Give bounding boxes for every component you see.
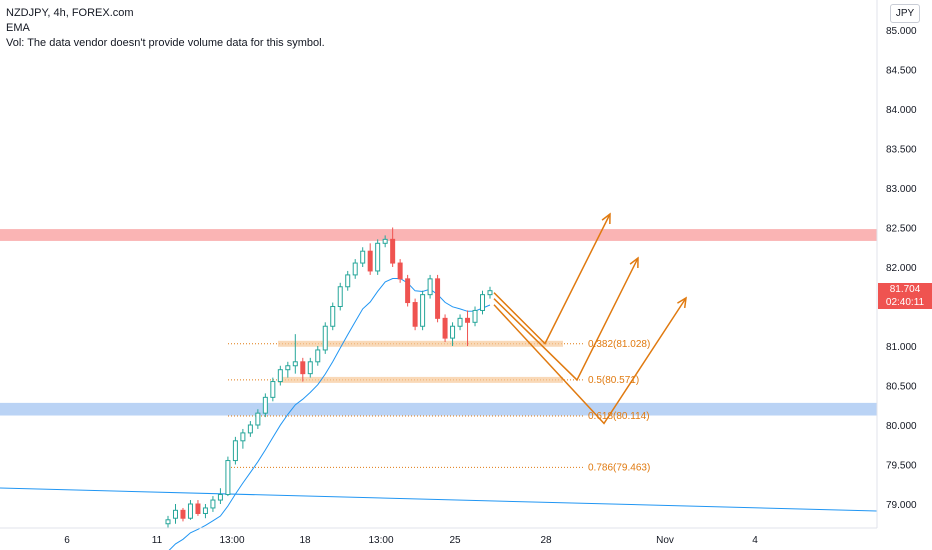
support-zone <box>0 402 877 416</box>
candle-body <box>247 424 253 434</box>
bar-countdown: 02:40:11 <box>885 297 925 308</box>
fib-highlight <box>278 340 563 347</box>
fib-layer: 0.382(81.028) 0.5(80.571) 0.618(80.114) 0.7… <box>228 339 650 473</box>
indicator-name[interactable]: EMA <box>6 22 30 34</box>
candle-body <box>427 278 433 296</box>
time-tick-label: 6 <box>64 535 70 546</box>
price-tick-label: 83.500 <box>886 145 917 156</box>
candle-body <box>382 238 388 244</box>
candle-body <box>255 412 261 426</box>
candle-body <box>352 262 358 276</box>
fib-label: 0.5(80.571) <box>588 375 639 386</box>
resistance-zone <box>0 229 877 241</box>
candle-body <box>187 503 193 519</box>
candle-body <box>202 507 208 514</box>
candle-body <box>405 278 411 304</box>
time-tick-label: 25 <box>449 535 461 546</box>
chart-legend: NZDJPY, 4h, FOREX.com EMA Vol: The data … <box>6 6 325 51</box>
time-tick-label: 13:00 <box>368 535 393 546</box>
projection-arrows-layer <box>493 212 687 425</box>
price-tick-label: 80.500 <box>886 382 917 393</box>
price-tick-label: 81.000 <box>886 342 917 353</box>
candle-body <box>307 361 313 375</box>
candle-body <box>435 278 441 319</box>
candle-body <box>300 361 306 375</box>
candle-body <box>210 499 216 509</box>
candle-body <box>225 460 231 496</box>
price-tick-label: 79.000 <box>886 500 917 511</box>
price-tick-label: 80.000 <box>886 421 917 432</box>
price-tick-label: 85.000 <box>886 26 917 37</box>
candle-body <box>375 242 381 272</box>
candle-body <box>277 369 283 383</box>
fib-label: 0.786(79.463) <box>588 462 650 473</box>
price-tick-label: 79.500 <box>886 461 917 472</box>
volume-note: Vol: The data vendor doesn't provide vol… <box>6 37 325 49</box>
time-axis[interactable]: 6 11 13:00 18 13:00 25 28 Nov 4 <box>64 535 758 546</box>
candle-body <box>360 250 366 264</box>
candle-body <box>292 361 298 367</box>
fib-label: 0.382(81.028) <box>588 339 650 350</box>
time-tick-label: Nov <box>656 535 674 546</box>
candle-body <box>442 317 448 339</box>
candle-body <box>172 509 178 519</box>
symbol-title[interactable]: NZDJPY, 4h, FOREX.com <box>6 7 134 19</box>
currency-button[interactable]: JPY <box>890 4 920 23</box>
candle-body <box>240 432 246 442</box>
candle-body <box>195 503 201 514</box>
price-tick-label: 82.000 <box>886 263 917 274</box>
candle-body <box>465 317 471 323</box>
candle-body <box>412 302 418 327</box>
last-price-value: 81.704 <box>889 284 921 295</box>
candle-body <box>345 274 351 288</box>
trendline <box>0 487 878 512</box>
candle-body <box>262 396 268 414</box>
time-tick-label: 13:00 <box>219 535 244 546</box>
candle-body <box>165 519 171 525</box>
candle-body <box>420 294 426 327</box>
candle-body <box>337 286 343 307</box>
candles-layer <box>165 227 493 528</box>
time-tick-label: 4 <box>752 535 758 546</box>
candle-body <box>217 494 223 501</box>
projection-arrow <box>493 213 611 345</box>
candle-body <box>472 309 478 323</box>
price-tick-label: 83.000 <box>886 184 917 195</box>
time-tick-label: 18 <box>299 535 311 546</box>
candle-body <box>480 294 486 311</box>
candle-body <box>450 325 456 339</box>
price-tick-label: 82.500 <box>886 224 917 235</box>
time-tick-label: 11 <box>152 535 163 546</box>
arrow-head <box>629 256 639 269</box>
candle-body <box>232 440 238 462</box>
price-tick-label: 84.500 <box>886 66 917 77</box>
candle-body <box>285 365 291 371</box>
candle-body <box>322 325 328 351</box>
candle-body <box>180 509 186 519</box>
candle-body <box>330 306 336 327</box>
arrow-head <box>677 296 687 309</box>
time-tick-label: 28 <box>540 535 552 546</box>
candle-body <box>315 349 321 363</box>
candle-body <box>367 250 373 272</box>
projection-arrow <box>493 297 687 425</box>
arrow-head <box>601 212 611 225</box>
zones-layer <box>0 229 877 416</box>
candle-body <box>457 317 463 327</box>
fib-highlight <box>278 376 563 383</box>
fib-label: 0.618(80.114) <box>588 411 650 422</box>
price-axis[interactable]: 85.000 84.500 84.000 83.500 83.000 82.500 82.0… <box>886 26 917 511</box>
candle-body <box>390 238 396 264</box>
candle-body <box>270 381 276 398</box>
last-price-tag: 81.704 02:40:11 <box>878 283 932 309</box>
candle-body <box>487 290 493 296</box>
candle-body <box>397 262 403 280</box>
projection-arrow <box>493 257 639 382</box>
trendline-layer <box>0 487 878 512</box>
price-tick-label: 84.000 <box>886 105 917 116</box>
